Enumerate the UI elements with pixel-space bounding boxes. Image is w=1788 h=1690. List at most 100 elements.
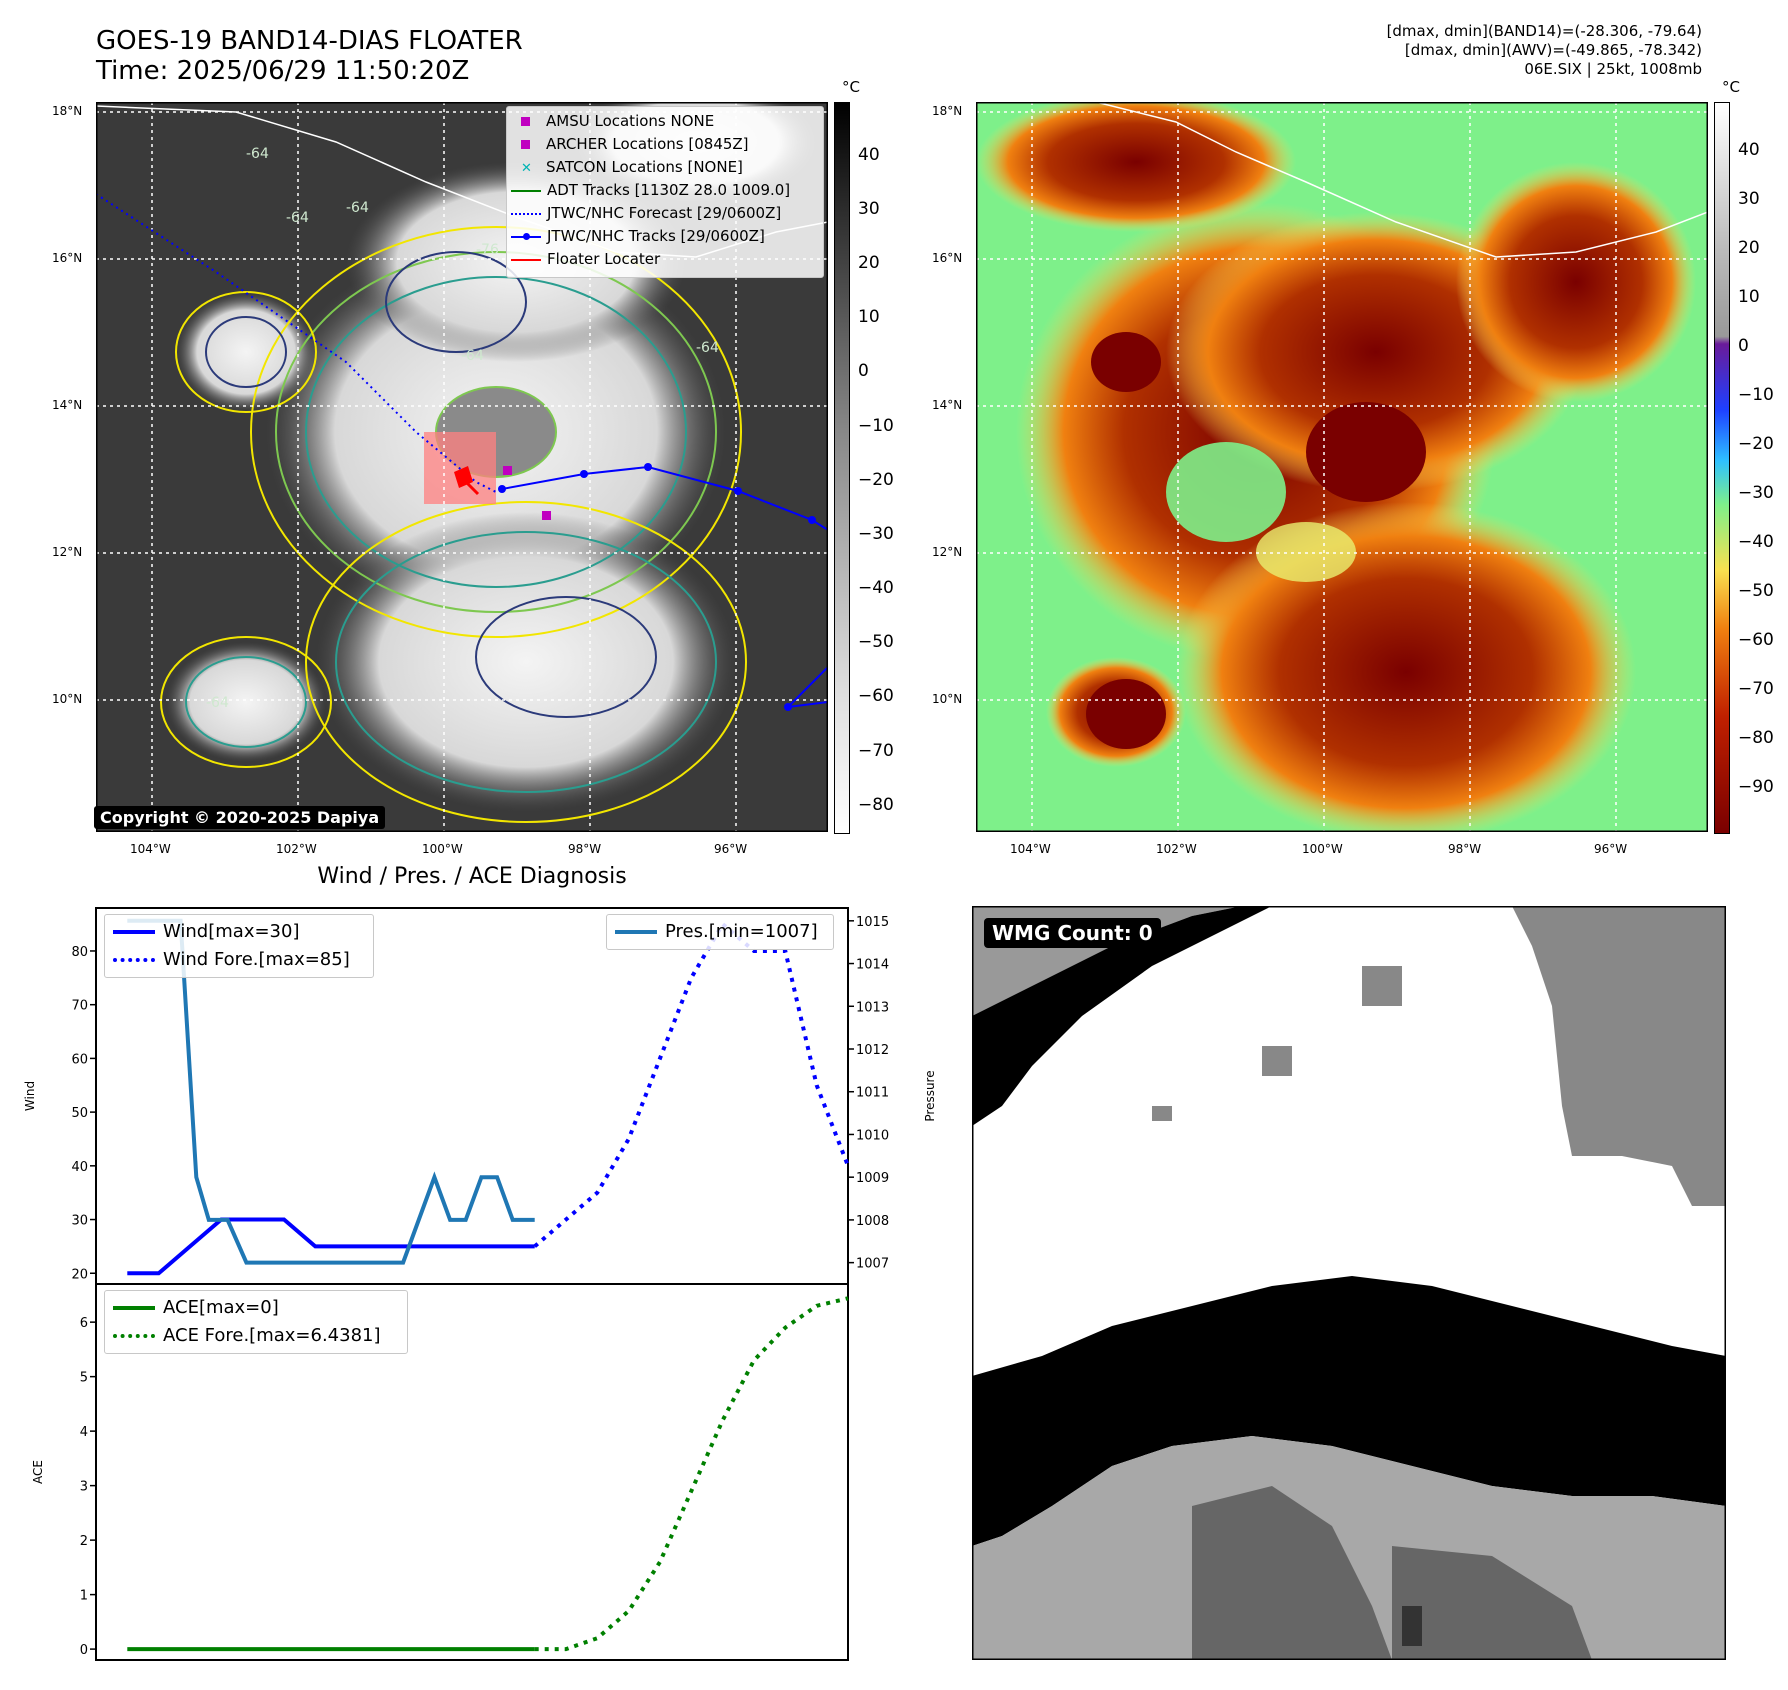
x-marker-icon: ✕: [521, 161, 532, 176]
legend-floater: Floater Locater: [511, 250, 660, 268]
lon-label: 96°W: [714, 842, 748, 856]
lat-label: 12°N: [52, 545, 83, 559]
ytick-label: 1015: [856, 915, 889, 930]
square-marker-icon: [521, 140, 530, 149]
ytick-label: 1: [80, 1589, 88, 1604]
lat-label: 16°N: [932, 251, 963, 265]
ytick-label: 4: [80, 1425, 88, 1440]
lon-label: 104°W: [130, 842, 171, 856]
contour-label: -76: [476, 242, 499, 258]
legend-wind-fore: Wind Fore.[max=85]: [113, 949, 350, 970]
lat-label: 18°N: [932, 104, 963, 118]
legend-ace-fore: ACE Fore.[max=6.4381]: [113, 1325, 381, 1346]
lon-label: 96°W: [1594, 842, 1628, 856]
ytick-label: 1008: [856, 1214, 889, 1229]
ytick-label: 60: [71, 1052, 88, 1067]
awv-colorbar-unit: °C: [1722, 78, 1740, 96]
ytick-label: 1009: [856, 1171, 889, 1186]
series-line: [127, 1217, 535, 1276]
awv-colorbar: [1714, 102, 1730, 834]
ytick-label: 0: [80, 1643, 88, 1658]
ytick-label: 1013: [856, 1000, 889, 1015]
line-marker-icon: [113, 1306, 155, 1310]
series-line: [534, 1296, 849, 1652]
ir-colorbar-unit: °C: [842, 78, 860, 96]
lon-label: 102°W: [1156, 842, 1197, 856]
line-marker-icon: [511, 258, 541, 261]
awv-map-image: [976, 102, 1708, 832]
ytick-label: 40: [71, 1160, 88, 1175]
series-line: [127, 918, 535, 1265]
diagnosis-title: Wind / Pres. / ACE Diagnosis: [317, 864, 627, 889]
ytick-label: 3: [80, 1480, 88, 1495]
ytick-label: 1010: [856, 1128, 889, 1143]
lat-label: 10°N: [52, 692, 83, 706]
copyright-badge: Copyright © 2020-2025 Dapiya: [94, 806, 386, 829]
lon-label: 100°W: [422, 842, 463, 856]
lon-label: 98°W: [1448, 842, 1482, 856]
ytick-label: 2: [80, 1534, 88, 1549]
wind-legend: Wind[max=30] Wind Fore.[max=85]: [104, 914, 374, 978]
wmg-image: [972, 906, 1726, 1660]
ace-yticks: 0 1 2 3 4 5 6: [80, 1316, 96, 1658]
contour-label: -64: [206, 695, 229, 711]
pres-yticks: 1007 1008 1009 1010 1011 1012 1013 1014 1015: [848, 915, 889, 1272]
line-marker-icon: [113, 930, 155, 934]
pressure-ylabel: Pressure: [923, 1070, 937, 1121]
legend-satcon: ✕ SATCON Locations [NONE]: [521, 158, 743, 176]
lon-label: 100°W: [1302, 842, 1343, 856]
dotted-line-icon: [511, 212, 541, 215]
square-marker-icon: [521, 117, 530, 126]
ace-series: [127, 1296, 849, 1652]
ytick-label: 1012: [856, 1043, 889, 1058]
ir-colorbar: [834, 102, 850, 834]
line-marker-icon: [511, 189, 541, 192]
lon-label: 98°W: [568, 842, 602, 856]
map-legend: AMSU Locations NONE ARCHER Locations [08…: [506, 106, 824, 278]
dotted-line-icon: [113, 1334, 155, 1338]
wind-yticks: 20 30 40 50 60 70 80: [71, 945, 96, 1282]
lat-label: 14°N: [52, 398, 83, 412]
pressure-legend: Pres.[min=1007]: [606, 914, 834, 950]
ytick-label: 1011: [856, 1086, 889, 1101]
lon-label: 102°W: [276, 842, 317, 856]
legend-adt: ADT Tracks [1130Z 28.0 1009.0]: [511, 181, 790, 199]
ytick-label: 50: [71, 1106, 88, 1121]
ytick-label: 20: [71, 1267, 88, 1282]
lat-label: 18°N: [52, 104, 83, 118]
contour-label: -64: [461, 348, 484, 364]
ytick-label: 80: [71, 945, 88, 960]
ytick-label: 1014: [856, 958, 889, 973]
lat-label: 12°N: [932, 545, 963, 559]
title-line-2: Time: 2025/06/29 11:50:20Z: [96, 56, 470, 86]
ytick-label: 30: [71, 1214, 88, 1229]
ytick-label: 1007: [856, 1257, 889, 1272]
lat-label: 14°N: [932, 398, 963, 412]
stats-line-1: [dmax, dmin](BAND14)=(-28.306, -79.64): [1386, 22, 1702, 40]
lon-label: 104°W: [1010, 842, 1051, 856]
ace-axes-frame: [95, 1283, 849, 1661]
pres-series: [127, 918, 535, 1265]
lat-label: 16°N: [52, 251, 83, 265]
wind-series: [127, 921, 850, 1276]
contour-label: -64: [346, 200, 369, 216]
line-dot-icon: [511, 232, 541, 240]
series-line: [533, 921, 850, 1248]
contour-label: -64: [246, 146, 269, 162]
stats-line-3: 06E.SIX | 25kt, 1008mb: [1524, 60, 1702, 78]
ace-ylabel: ACE: [31, 1460, 45, 1484]
legend-pres: Pres.[min=1007]: [615, 921, 818, 942]
wind-ylabel: Wind: [23, 1081, 37, 1111]
legend-wind: Wind[max=30]: [113, 921, 300, 942]
line-marker-icon: [615, 930, 657, 934]
legend-ace: ACE[max=0]: [113, 1297, 279, 1318]
contour-label: -64: [696, 340, 719, 356]
lat-label: 10°N: [932, 692, 963, 706]
wmg-count-badge: WMG Count: 0: [984, 918, 1161, 948]
ytick-label: 6: [80, 1316, 88, 1331]
stats-line-2: [dmax, dmin](AWV)=(-49.865, -78.342): [1404, 41, 1702, 59]
contour-label: -64: [286, 210, 309, 226]
figure-title: GOES-19 BAND14-DIAS FLOATER Time: 2025/0…: [96, 26, 523, 86]
ytick-label: 70: [71, 999, 88, 1014]
